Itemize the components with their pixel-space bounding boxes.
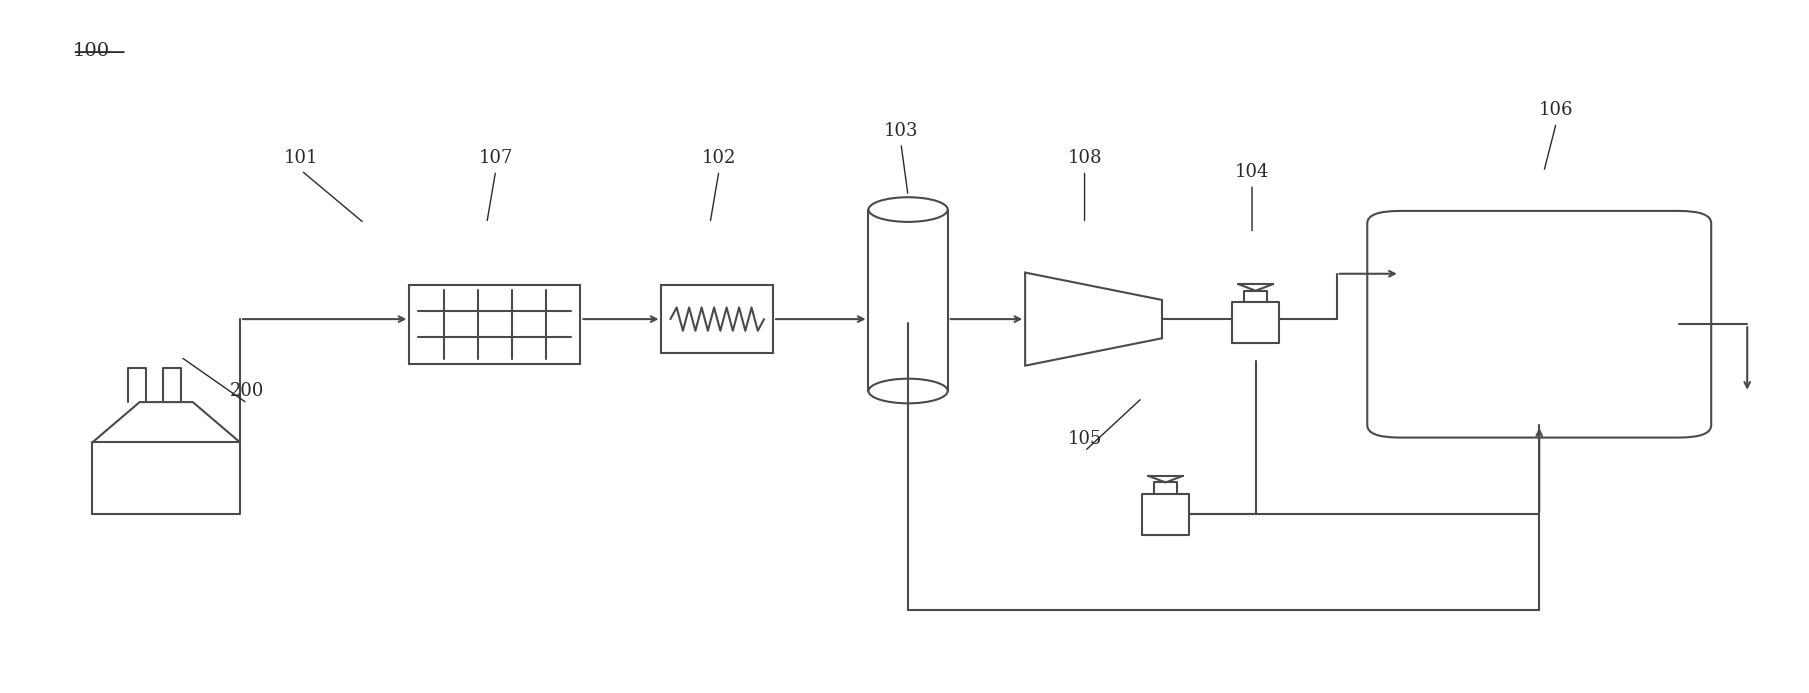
- Text: 100: 100: [72, 42, 110, 60]
- Bar: [662, 285, 772, 353]
- Text: 101: 101: [284, 149, 318, 167]
- Bar: [409, 285, 581, 364]
- Text: 108: 108: [1067, 149, 1102, 167]
- Text: 200: 200: [230, 382, 264, 400]
- Text: 103: 103: [883, 122, 919, 140]
- Text: 104: 104: [1236, 163, 1270, 181]
- Text: 102: 102: [702, 149, 736, 167]
- Text: 107: 107: [479, 149, 514, 167]
- Text: 105: 105: [1067, 430, 1102, 448]
- Text: 106: 106: [1539, 101, 1574, 119]
